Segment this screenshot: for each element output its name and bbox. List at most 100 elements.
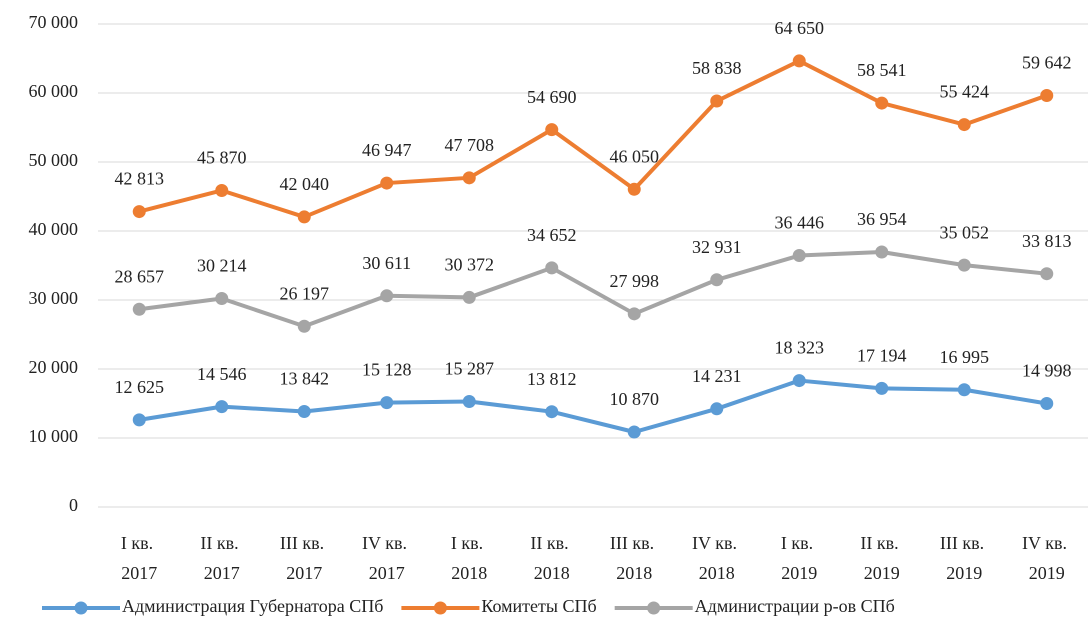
point bbox=[627, 182, 641, 196]
y-tick-label: 40 000 bbox=[29, 219, 79, 239]
legend-marker bbox=[433, 601, 447, 615]
point bbox=[462, 290, 476, 304]
y-tick-label: 20 000 bbox=[29, 357, 79, 377]
data-label: 12 625 bbox=[115, 377, 165, 397]
data-label: 46 050 bbox=[610, 146, 660, 166]
point bbox=[957, 258, 971, 272]
data-label: 58 838 bbox=[692, 58, 742, 78]
data-label: 42 040 bbox=[280, 174, 330, 194]
y-tick-label: 60 000 bbox=[29, 81, 79, 101]
data-label: 58 541 bbox=[857, 60, 907, 80]
legend-label: Администрации р-ов СПб bbox=[695, 596, 895, 616]
data-label: 36 954 bbox=[857, 209, 907, 229]
data-label: 64 650 bbox=[775, 18, 825, 38]
x-tick-label: II кв. 2017 bbox=[200, 533, 243, 583]
x-tick-label: IV кв. 2019 bbox=[1022, 533, 1071, 583]
legend-label: Администрация Губернатора СПб bbox=[122, 596, 383, 616]
point bbox=[545, 123, 559, 137]
data-label: 13 842 bbox=[280, 369, 330, 389]
data-label: 35 052 bbox=[940, 222, 990, 242]
point bbox=[627, 425, 641, 439]
series-line bbox=[138, 378, 1048, 434]
data-label: 32 931 bbox=[692, 237, 742, 257]
point bbox=[957, 383, 971, 397]
x-tick-label: II кв. 2019 bbox=[860, 533, 903, 583]
point bbox=[792, 374, 806, 388]
point bbox=[792, 249, 806, 263]
x-tick-label: III кв. 2019 bbox=[940, 533, 989, 583]
point bbox=[380, 176, 394, 190]
legend-label: Комитеты СПб bbox=[481, 596, 596, 616]
legend-marker bbox=[647, 601, 661, 615]
data-label: 17 194 bbox=[857, 345, 907, 365]
point bbox=[297, 210, 311, 224]
data-label: 28 657 bbox=[115, 266, 165, 286]
point bbox=[215, 400, 229, 414]
point bbox=[1040, 88, 1054, 102]
x-tick-label: II кв. 2018 bbox=[530, 533, 573, 583]
point bbox=[297, 404, 311, 418]
y-tick-label: 50 000 bbox=[29, 150, 79, 170]
y-tick-label: 10 000 bbox=[29, 426, 79, 446]
point bbox=[627, 307, 641, 321]
point bbox=[215, 183, 229, 197]
point bbox=[875, 96, 889, 110]
point bbox=[710, 94, 724, 108]
data-label: 33 813 bbox=[1022, 231, 1072, 251]
x-tick-label: III кв. 2017 bbox=[280, 533, 329, 583]
data-label: 27 998 bbox=[610, 271, 660, 291]
series-line bbox=[138, 250, 1047, 329]
point bbox=[710, 402, 724, 416]
data-label: 30 611 bbox=[362, 253, 411, 273]
y-tick-label: 0 bbox=[69, 495, 78, 515]
data-label: 14 998 bbox=[1022, 361, 1072, 381]
data-label: 42 813 bbox=[115, 169, 165, 189]
point bbox=[710, 273, 724, 287]
data-label: 30 214 bbox=[197, 256, 247, 276]
y-tick-label: 30 000 bbox=[29, 288, 79, 308]
point bbox=[875, 381, 889, 395]
point bbox=[132, 413, 146, 427]
data-label: 15 287 bbox=[445, 359, 495, 379]
data-label: 45 870 bbox=[197, 148, 247, 168]
point bbox=[462, 395, 476, 409]
x-tick-label: III кв. 2018 bbox=[610, 533, 659, 583]
point bbox=[297, 319, 311, 333]
point bbox=[1040, 267, 1054, 281]
point bbox=[1040, 397, 1054, 411]
point bbox=[545, 261, 559, 275]
point bbox=[792, 54, 806, 68]
point bbox=[380, 289, 394, 303]
data-label: 15 128 bbox=[362, 360, 412, 380]
x-tick-label: I кв. 2019 bbox=[781, 533, 818, 583]
point bbox=[132, 302, 146, 316]
data-label: 13 812 bbox=[527, 369, 577, 389]
point bbox=[875, 245, 889, 259]
legend-marker bbox=[74, 601, 88, 615]
point bbox=[380, 396, 394, 410]
x-tick-label: IV кв. 2018 bbox=[692, 533, 741, 583]
data-label: 47 708 bbox=[445, 135, 495, 155]
y-tick-label: 70 000 bbox=[29, 12, 79, 32]
point bbox=[545, 405, 559, 419]
x-tick-label: I кв. 2017 bbox=[121, 533, 158, 583]
data-label: 59 642 bbox=[1022, 53, 1072, 73]
data-label: 36 446 bbox=[775, 213, 825, 233]
data-label: 46 947 bbox=[362, 140, 412, 160]
series-line bbox=[138, 58, 1048, 219]
x-tick-label: I кв. 2018 bbox=[451, 533, 488, 583]
data-label: 18 323 bbox=[775, 338, 825, 358]
point bbox=[462, 171, 476, 185]
point bbox=[957, 118, 971, 132]
x-tick-label: IV кв. 2017 bbox=[362, 533, 411, 583]
data-label: 14 546 bbox=[197, 364, 247, 384]
data-label: 14 231 bbox=[692, 366, 742, 386]
data-label: 26 197 bbox=[280, 283, 330, 303]
data-label: 34 652 bbox=[527, 225, 577, 245]
data-label: 16 995 bbox=[940, 347, 990, 367]
data-label: 54 690 bbox=[527, 87, 577, 107]
data-label: 55 424 bbox=[940, 82, 990, 102]
data-label: 30 372 bbox=[445, 255, 495, 275]
data-label: 10 870 bbox=[610, 389, 660, 409]
